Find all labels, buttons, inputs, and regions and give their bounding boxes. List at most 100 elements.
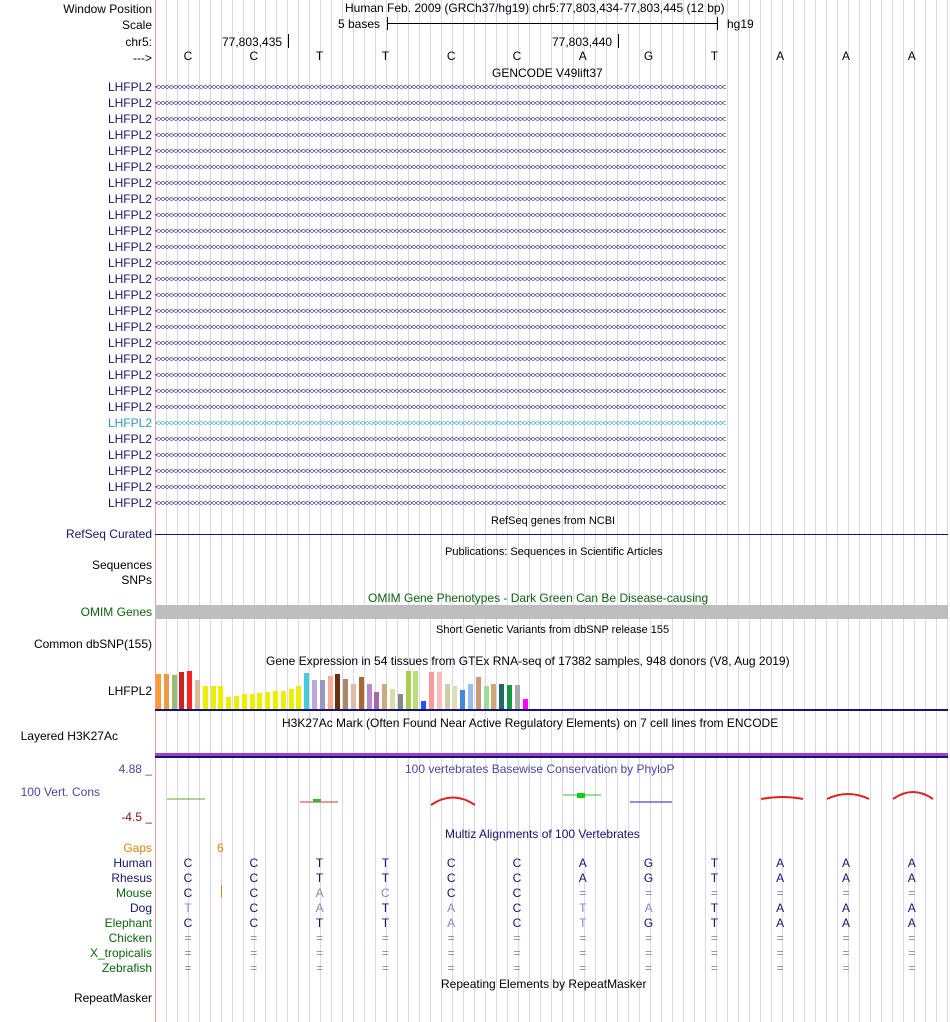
h3k27ac-track-label[interactable]: Layered H3K27Ac (20, 729, 118, 743)
gtex-tissue-bar[interactable] (335, 674, 341, 709)
gtex-tissue-bar[interactable] (249, 694, 255, 709)
gtex-tissue-bar[interactable] (491, 684, 497, 709)
gtex-tissue-bar[interactable] (319, 680, 325, 709)
species-label-dog[interactable]: Dog (129, 901, 152, 915)
gencode-transcript-label[interactable]: LHFPL2 (107, 496, 152, 510)
sequences-track-label[interactable]: Sequences (91, 558, 152, 572)
gtex-tissue-bar[interactable] (475, 677, 481, 709)
species-label-chicken[interactable]: Chicken (108, 931, 152, 945)
track-image-area[interactable]: Human Feb. 2009 (GRCh37/hg19) chr5:77,80… (155, 0, 950, 1022)
gtex-tissue-bar[interactable] (280, 691, 286, 709)
gencode-transcript-row[interactable]: <<<<<<<<<<<<<<<<<<<<<<<<<<<<<<<<<<<<<<<<… (155, 162, 726, 172)
gencode-transcript-label[interactable]: LHFPL2 (107, 480, 152, 494)
gtex-tissue-bar[interactable] (483, 686, 489, 709)
gencode-transcript-label[interactable]: LHFPL2 (107, 144, 152, 158)
gencode-transcript-label[interactable]: LHFPL2 (107, 96, 152, 110)
gtex-tissue-bar[interactable] (202, 686, 208, 709)
gencode-transcript-row[interactable]: <<<<<<<<<<<<<<<<<<<<<<<<<<<<<<<<<<<<<<<<… (155, 354, 726, 364)
gencode-transcript-label[interactable]: LHFPL2 (107, 128, 152, 142)
gencode-transcript-row[interactable]: <<<<<<<<<<<<<<<<<<<<<<<<<<<<<<<<<<<<<<<<… (155, 434, 726, 444)
gencode-transcript-row[interactable]: <<<<<<<<<<<<<<<<<<<<<<<<<<<<<<<<<<<<<<<<… (155, 226, 726, 236)
gencode-transcript-label[interactable]: LHFPL2 (107, 384, 152, 398)
gtex-bar-chart[interactable] (155, 668, 535, 709)
gencode-transcript-row[interactable]: <<<<<<<<<<<<<<<<<<<<<<<<<<<<<<<<<<<<<<<<… (155, 146, 726, 156)
gencode-transcript-row[interactable]: <<<<<<<<<<<<<<<<<<<<<<<<<<<<<<<<<<<<<<<<… (155, 402, 726, 412)
gtex-tissue-bar[interactable] (499, 684, 505, 709)
gtex-tissue-bar[interactable] (187, 671, 193, 709)
gencode-transcript-label[interactable]: LHFPL2 (107, 304, 152, 318)
gtex-tissue-bar[interactable] (522, 699, 528, 709)
gencode-transcript-label[interactable]: LHFPL2 (107, 208, 152, 222)
gencode-transcript-row[interactable]: <<<<<<<<<<<<<<<<<<<<<<<<<<<<<<<<<<<<<<<<… (155, 418, 726, 428)
gencode-transcript-label[interactable]: LHFPL2 (107, 352, 152, 366)
gtex-tissue-bar[interactable] (366, 684, 372, 709)
gencode-transcript-row[interactable]: <<<<<<<<<<<<<<<<<<<<<<<<<<<<<<<<<<<<<<<<… (155, 290, 726, 300)
gencode-transcript-label[interactable]: LHFPL2 (107, 192, 152, 206)
repeatmasker-track-label[interactable]: RepeatMasker (73, 991, 152, 1005)
species-label-elephant[interactable]: Elephant (104, 916, 152, 930)
gtex-tissue-bar[interactable] (390, 689, 395, 709)
gtex-tissue-bar[interactable] (358, 677, 364, 709)
omim-track-label[interactable]: OMIM Genes (80, 605, 152, 619)
gencode-transcript-label[interactable]: LHFPL2 (107, 80, 152, 94)
gencode-transcript-label[interactable]: LHFPL2 (107, 368, 152, 382)
gtex-tissue-bar[interactable] (436, 672, 442, 709)
species-label-rhesus[interactable]: Rhesus (111, 871, 152, 885)
gencode-transcript-label[interactable]: LHFPL2 (107, 160, 152, 174)
gencode-transcript-row[interactable]: <<<<<<<<<<<<<<<<<<<<<<<<<<<<<<<<<<<<<<<<… (155, 466, 726, 476)
gtex-tissue-bar[interactable] (397, 694, 403, 709)
species-label-zebrafish[interactable]: Zebrafish (101, 961, 152, 975)
gencode-transcript-row[interactable]: <<<<<<<<<<<<<<<<<<<<<<<<<<<<<<<<<<<<<<<<… (155, 98, 726, 108)
h3k27ac-signal[interactable] (155, 753, 948, 756)
gtex-tissue-bar[interactable] (171, 675, 177, 709)
gtex-tissue-bar[interactable] (296, 686, 302, 709)
phylop-graph[interactable] (155, 775, 950, 815)
gtex-tissue-bar[interactable] (257, 693, 263, 709)
gtex-tissue-bar[interactable] (382, 684, 388, 709)
gtex-tissue-bar[interactable] (514, 685, 520, 709)
gencode-transcript-label[interactable]: LHFPL2 (107, 416, 152, 430)
species-label-human[interactable]: Human (113, 856, 152, 870)
gtex-tissue-bar[interactable] (374, 692, 380, 709)
gtex-tissue-bar[interactable] (468, 684, 473, 709)
gencode-transcript-row[interactable]: <<<<<<<<<<<<<<<<<<<<<<<<<<<<<<<<<<<<<<<<… (155, 370, 726, 380)
gencode-transcript-label[interactable]: LHFPL2 (107, 336, 152, 350)
gencode-transcript-label[interactable]: LHFPL2 (107, 224, 152, 238)
gtex-tissue-bar[interactable] (265, 692, 271, 709)
gencode-transcript-label[interactable]: LHFPL2 (107, 272, 152, 286)
gencode-transcript-row[interactable]: <<<<<<<<<<<<<<<<<<<<<<<<<<<<<<<<<<<<<<<<… (155, 322, 726, 332)
gtex-tissue-bar[interactable] (405, 671, 411, 709)
phylop-track-label[interactable]: 100 Vert. Cons (20, 785, 100, 799)
gencode-transcript-row[interactable]: <<<<<<<<<<<<<<<<<<<<<<<<<<<<<<<<<<<<<<<<… (155, 450, 726, 460)
gencode-transcript-row[interactable]: <<<<<<<<<<<<<<<<<<<<<<<<<<<<<<<<<<<<<<<<… (155, 194, 726, 204)
gtex-tissue-bar[interactable] (351, 684, 356, 709)
gencode-transcript-row[interactable]: <<<<<<<<<<<<<<<<<<<<<<<<<<<<<<<<<<<<<<<<… (155, 210, 726, 220)
gtex-tissue-bar[interactable] (273, 691, 278, 709)
gencode-transcript-label[interactable]: LHFPL2 (107, 256, 152, 270)
gencode-transcript-label[interactable]: LHFPL2 (107, 112, 152, 126)
gencode-transcript-row[interactable]: <<<<<<<<<<<<<<<<<<<<<<<<<<<<<<<<<<<<<<<<… (155, 242, 726, 252)
gencode-transcript-row[interactable]: <<<<<<<<<<<<<<<<<<<<<<<<<<<<<<<<<<<<<<<<… (155, 498, 726, 508)
gtex-tissue-bar[interactable] (179, 672, 185, 709)
refseq-gene-line[interactable] (155, 534, 948, 535)
gtex-tissue-bar[interactable] (429, 672, 434, 709)
gtex-tissue-bar[interactable] (507, 685, 512, 709)
gencode-transcript-row[interactable]: <<<<<<<<<<<<<<<<<<<<<<<<<<<<<<<<<<<<<<<<… (155, 114, 726, 124)
dbsnp-track-label[interactable]: Common dbSNP(155) (33, 637, 152, 651)
omim-gene-bar[interactable] (155, 605, 948, 619)
gencode-transcript-label[interactable]: LHFPL2 (107, 320, 152, 334)
snps-track-label[interactable]: SNPs (121, 573, 152, 587)
gencode-transcript-row[interactable]: <<<<<<<<<<<<<<<<<<<<<<<<<<<<<<<<<<<<<<<<… (155, 338, 726, 348)
species-label-mouse[interactable]: Mouse (115, 886, 152, 900)
gencode-transcript-label[interactable]: LHFPL2 (107, 464, 152, 478)
gencode-transcript-row[interactable]: <<<<<<<<<<<<<<<<<<<<<<<<<<<<<<<<<<<<<<<<… (155, 482, 726, 492)
gtex-tissue-bar[interactable] (218, 686, 224, 709)
gtex-tissue-bar[interactable] (288, 689, 294, 709)
gtex-tissue-bar[interactable] (241, 694, 247, 709)
gencode-transcript-row[interactable]: <<<<<<<<<<<<<<<<<<<<<<<<<<<<<<<<<<<<<<<<… (155, 386, 726, 396)
gencode-transcript-label[interactable]: LHFPL2 (107, 448, 152, 462)
gencode-transcript-label[interactable]: LHFPL2 (107, 176, 152, 190)
gencode-transcript-row[interactable]: <<<<<<<<<<<<<<<<<<<<<<<<<<<<<<<<<<<<<<<<… (155, 130, 726, 140)
refseq-track-label[interactable]: RefSeq Curated (65, 527, 152, 541)
